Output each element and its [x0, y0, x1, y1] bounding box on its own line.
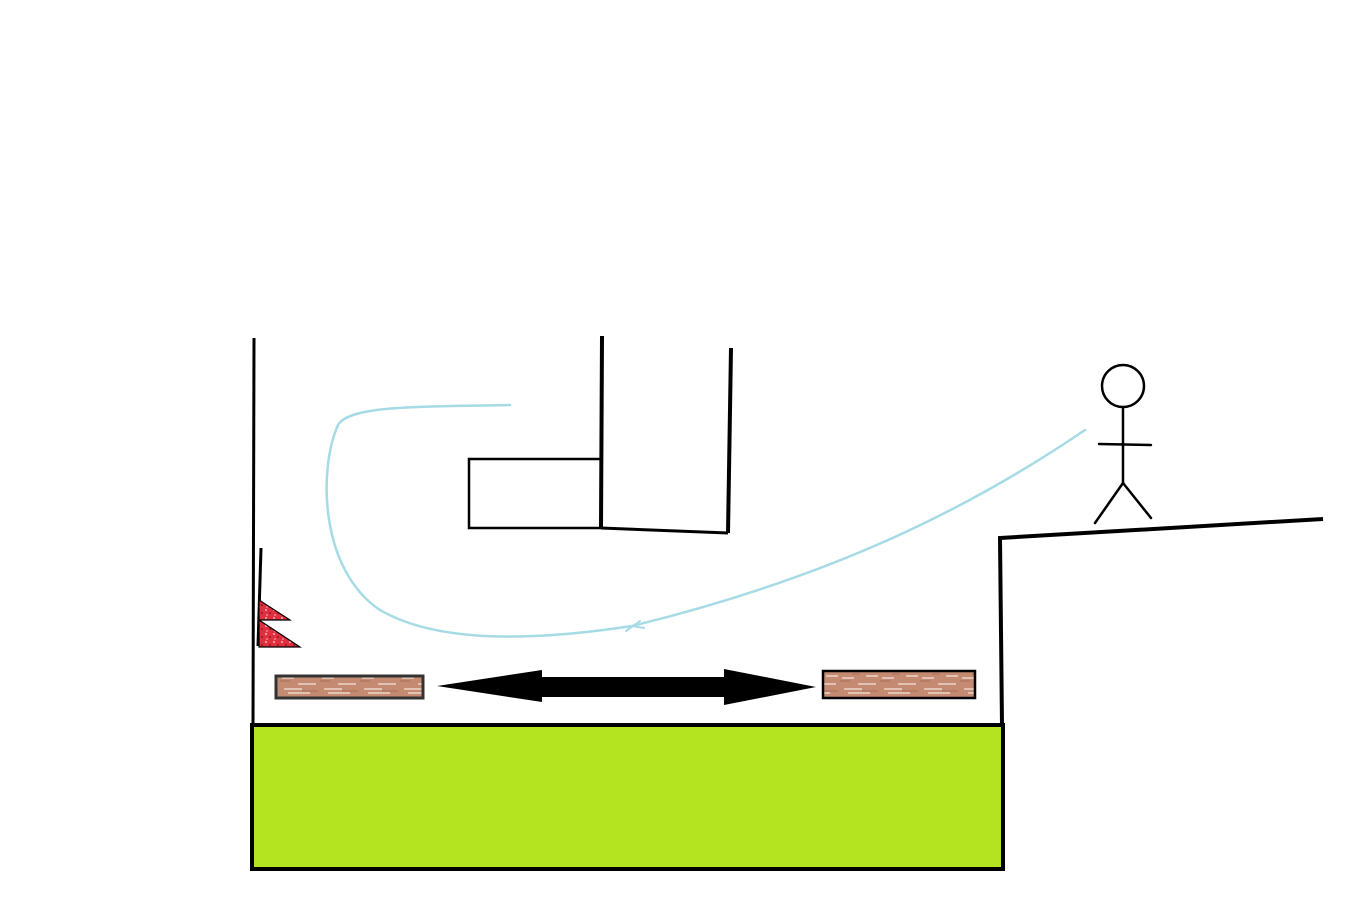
ground-block [250, 723, 1005, 871]
structure-bottom-edge [600, 526, 729, 535]
character-right-leg [1121, 481, 1153, 520]
trajectory-arrowhead [625, 620, 645, 632]
right-wall-and-ledge [997, 517, 1324, 726]
character-head [1100, 363, 1146, 409]
spike-upper [258, 598, 293, 621]
curved-path-icon [325, 403, 1087, 638]
structure-side-box [467, 457, 601, 530]
structure-right-pillar [726, 347, 733, 534]
double-headed-arrow-icon [437, 669, 816, 705]
hanging-structure [467, 335, 733, 535]
wooden-plank-icon [821, 669, 977, 700]
character-arms [1097, 442, 1153, 447]
wooden-plank-icon [274, 674, 425, 700]
character-left-leg [1093, 481, 1125, 525]
spike-lower [258, 618, 303, 648]
left-wall [251, 337, 256, 726]
structure-left-pillar [599, 335, 604, 529]
spike-triangles-icon [258, 598, 303, 648]
stick-figure-icon [1093, 363, 1153, 525]
